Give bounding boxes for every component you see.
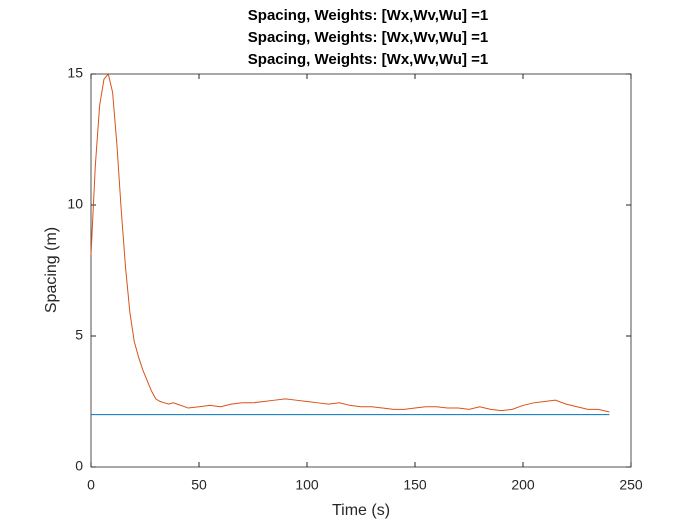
chart-title: Spacing, Weights: [Wx,Wv,Wu] =1: [248, 7, 488, 24]
x-tick-label: 250: [619, 477, 643, 493]
x-tick-label: 200: [511, 477, 535, 493]
chart-title: Spacing, Weights: [Wx,Wv,Wu] =1: [248, 51, 488, 68]
y-tick-label: 10: [67, 196, 83, 212]
chart-title: Spacing, Weights: [Wx,Wv,Wu] =1: [248, 29, 488, 46]
axes-box: [90, 73, 632, 468]
x-tick-label: 50: [191, 477, 207, 493]
series-line: [90, 72, 610, 413]
y-axis-label: Spacing (m): [43, 227, 60, 313]
y-tick-label: 5: [75, 327, 83, 343]
x-tick-label: 100: [295, 477, 319, 493]
x-axis-label: Time (s): [332, 502, 390, 519]
y-tick-label: 0: [75, 458, 83, 474]
x-tick-label: 0: [87, 477, 95, 493]
x-tick-label: 150: [403, 477, 427, 493]
y-tick-label: 15: [67, 65, 83, 81]
